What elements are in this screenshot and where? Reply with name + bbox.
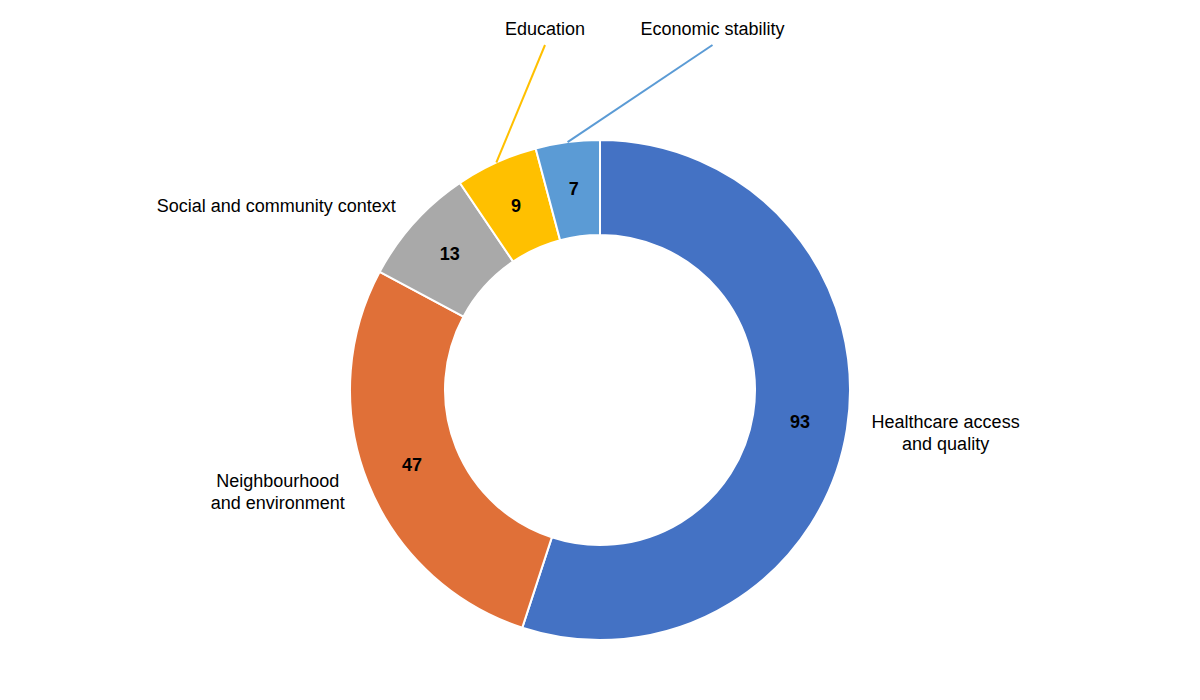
chart: 93 47 13 9 7 Healthcare accessand quality Neig… <box>0 0 1200 700</box>
category-label: Social and community context <box>157 196 396 216</box>
data-label: 9 <box>511 196 521 216</box>
category-labels: Healthcare accessand quality Neighbourhoo… <box>157 19 1020 513</box>
data-label: 47 <box>402 455 422 475</box>
data-label: 93 <box>790 412 810 432</box>
slice <box>522 140 850 640</box>
data-label: 13 <box>440 244 460 264</box>
category-label: Neighbourhoodand environment <box>211 471 345 513</box>
category-label: Economic stability <box>640 19 784 39</box>
donut: 93 47 13 9 7 Healthcare accessand quality Neig… <box>157 19 1020 640</box>
category-label: Education <box>505 19 585 39</box>
category-label: Healthcare accessand quality <box>872 412 1020 454</box>
data-label: 7 <box>569 179 579 199</box>
slices <box>350 140 850 640</box>
leader-line <box>496 45 545 163</box>
leader-line <box>568 45 713 142</box>
slice <box>536 140 600 240</box>
leader-lines <box>496 45 712 163</box>
slice <box>350 272 552 628</box>
data-labels: 93 47 13 9 7 <box>402 179 810 475</box>
